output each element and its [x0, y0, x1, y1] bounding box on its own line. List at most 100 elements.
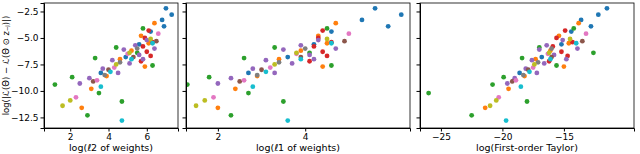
point	[77, 81, 82, 86]
point	[146, 28, 151, 33]
point	[116, 71, 121, 76]
point	[563, 28, 568, 33]
point	[547, 50, 552, 55]
point	[95, 78, 100, 83]
point	[255, 73, 260, 78]
point	[488, 103, 493, 108]
point	[207, 75, 212, 80]
x-axis: 24	[187, 128, 411, 142]
point	[98, 84, 103, 89]
point	[307, 53, 312, 58]
y-tick-mark	[183, 91, 187, 92]
point	[79, 105, 84, 110]
y-axis	[183, 4, 187, 129]
point	[534, 71, 539, 76]
y-axis-line	[41, 4, 45, 129]
x-axis-title: log(First-order Taylor)	[476, 142, 578, 153]
point	[87, 76, 92, 81]
point	[259, 67, 264, 72]
y-axis-title: log(|ℒ(Θ) − ℒ(Θ ⊙ z₋ⱼ)|)	[1, 16, 11, 116]
point	[108, 69, 113, 74]
point	[506, 86, 511, 91]
point	[100, 66, 105, 71]
point	[110, 58, 115, 63]
point	[164, 6, 169, 11]
y-tick: −2.5	[17, 7, 44, 17]
panel: 246−12.5−10.0−7.5−5.0−2.5log(ℓ2 of weigh…	[1, 3, 179, 153]
x-tick-label: −15	[555, 132, 574, 142]
y-tick	[417, 117, 421, 118]
x-axis: 246	[45, 128, 179, 142]
point	[152, 21, 157, 26]
point	[233, 86, 238, 91]
point	[85, 113, 90, 118]
point	[505, 81, 510, 86]
point	[320, 28, 325, 33]
point	[127, 50, 132, 55]
point	[246, 71, 251, 76]
point	[312, 57, 317, 62]
y-tick-label: −12.5	[11, 113, 39, 123]
point	[89, 86, 94, 91]
point	[530, 58, 535, 63]
point	[74, 95, 79, 100]
point	[129, 57, 134, 62]
point	[490, 82, 495, 87]
point	[554, 36, 559, 41]
y-tick-mark	[417, 64, 421, 65]
points	[53, 6, 175, 123]
point	[520, 56, 525, 61]
y-axis-line	[183, 4, 187, 129]
y-tick-mark	[417, 91, 421, 92]
point	[242, 78, 247, 83]
x-tick: 4	[106, 128, 112, 142]
y-tick-label: −10.0	[11, 86, 39, 96]
point	[312, 44, 317, 49]
point	[333, 21, 338, 26]
point	[589, 24, 594, 29]
point	[342, 39, 347, 44]
y-tick	[417, 91, 421, 92]
x-tick-label: 4	[106, 132, 112, 142]
x-tick: 6	[144, 128, 150, 142]
point	[386, 24, 391, 29]
y-tick-label: −5.0	[17, 33, 39, 43]
point	[285, 118, 290, 123]
point	[426, 91, 431, 96]
point	[141, 26, 146, 31]
plot-frame	[44, 3, 178, 128]
point	[521, 73, 526, 78]
x-tick: −20	[493, 128, 512, 142]
y-tick-mark	[417, 11, 421, 12]
point	[120, 99, 125, 104]
point	[576, 21, 581, 26]
point	[141, 57, 146, 62]
point	[559, 42, 564, 47]
point	[144, 49, 149, 54]
point	[127, 61, 132, 66]
point	[121, 47, 126, 52]
points	[186, 6, 404, 123]
point	[141, 44, 146, 49]
point	[102, 73, 107, 78]
point	[568, 37, 573, 42]
point	[373, 6, 378, 11]
point	[229, 113, 234, 118]
point	[325, 54, 330, 59]
point	[160, 18, 165, 23]
point	[494, 98, 499, 103]
x-axis-line	[421, 129, 635, 132]
point	[294, 50, 299, 55]
point	[325, 37, 330, 42]
point	[548, 57, 553, 62]
y-tick-mark	[41, 11, 45, 12]
point	[298, 57, 303, 62]
point	[246, 91, 251, 96]
point	[596, 12, 601, 17]
point	[564, 57, 569, 62]
point	[114, 45, 119, 50]
y-tick-mark	[183, 38, 187, 39]
point	[250, 66, 255, 71]
point	[501, 75, 506, 80]
y-tick: −5.0	[17, 33, 44, 43]
